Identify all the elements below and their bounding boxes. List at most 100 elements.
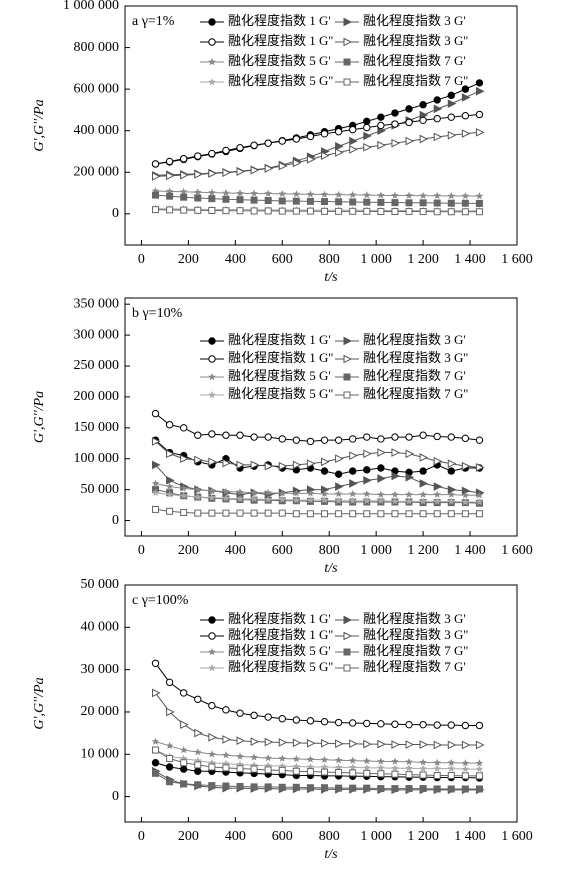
data-point: [179, 746, 188, 754]
panel: 0 10 000 20 000 30 000 40 000 50 000 0 200 400 60…: [32, 577, 533, 862]
data-point: [278, 783, 286, 791]
series-line: [155, 508, 480, 515]
data-point: [461, 93, 471, 102]
data-point: [405, 449, 415, 459]
data-point: [165, 490, 174, 498]
x-tick-label: 1 400: [454, 252, 486, 267]
data-point: [349, 136, 358, 146]
data-point: [264, 495, 272, 503]
data-point: [292, 716, 301, 724]
data-point: [447, 764, 456, 772]
data-point: [208, 758, 216, 766]
data-point: [165, 421, 174, 429]
data-point: [419, 431, 427, 439]
data-point: [166, 707, 175, 717]
x-tick-label: 1 000: [360, 252, 392, 267]
data-point: [363, 207, 371, 215]
data-point: [405, 136, 415, 146]
data-point: [222, 782, 230, 790]
data-point: [461, 772, 469, 780]
data-point: [193, 188, 202, 196]
data-point: [236, 207, 244, 215]
data-point: [475, 199, 483, 207]
data-point: [152, 688, 161, 698]
series-line: [155, 439, 480, 475]
data-point: [363, 769, 371, 777]
data-point: [475, 208, 483, 216]
data-point: [194, 455, 203, 465]
data-point: [179, 155, 188, 163]
legend-label: 融化程度指数 1 G': [228, 611, 331, 626]
data-point: [250, 765, 258, 773]
data-point: [377, 140, 386, 150]
y-tick-label: 40 000: [81, 620, 120, 635]
data-point: [377, 739, 386, 749]
data-point: [334, 489, 343, 498]
data-point: [334, 128, 343, 136]
data-point: [320, 130, 329, 138]
legend-marker: [343, 391, 351, 399]
data-point: [335, 454, 344, 464]
legend-marker: [208, 648, 216, 656]
data-point: [447, 771, 455, 779]
legend-label: 融化程度指数 7 G'': [363, 386, 468, 401]
y-tick-label: 300 000: [74, 327, 120, 342]
legend-marker: [343, 17, 353, 27]
x-tick-label: 800: [319, 543, 340, 558]
data-point: [292, 460, 302, 470]
data-point: [236, 509, 244, 517]
y-tick-label: 350 000: [74, 296, 120, 311]
data-point: [306, 738, 316, 748]
data-point: [208, 509, 216, 517]
data-point: [348, 763, 357, 771]
data-point: [194, 761, 202, 769]
data-point: [306, 717, 315, 725]
data-point: [377, 720, 385, 728]
data-point: [334, 718, 343, 727]
data-point: [321, 198, 329, 206]
data-point: [166, 206, 174, 214]
data-point: [264, 488, 272, 496]
data-point: [377, 770, 385, 778]
data-point: [391, 138, 401, 148]
data-point: [348, 467, 357, 475]
data-point: [151, 659, 160, 667]
data-point: [250, 207, 258, 215]
x-tick-label: 200: [178, 543, 199, 558]
data-point: [306, 489, 315, 497]
data-point: [194, 170, 203, 179]
data-point: [475, 510, 483, 518]
data-point: [208, 149, 216, 158]
data-point: [447, 485, 457, 494]
data-point: [278, 738, 288, 747]
data-point: [278, 762, 287, 770]
x-tick-label: 200: [178, 829, 199, 844]
data-point: [433, 758, 441, 766]
data-point: [250, 509, 258, 517]
data-point: [391, 199, 399, 207]
data-point: [363, 433, 371, 441]
data-point: [292, 135, 301, 143]
y-tick-label: 250 000: [74, 358, 120, 373]
data-point: [264, 509, 272, 517]
data-point: [362, 191, 371, 199]
data-point: [419, 771, 427, 779]
data-point: [475, 79, 484, 87]
data-point: [306, 190, 315, 198]
data-point: [166, 755, 174, 763]
data-point: [292, 207, 300, 215]
legend-marker: [343, 615, 353, 625]
data-point: [334, 756, 343, 764]
data-point: [391, 740, 401, 749]
data-point: [461, 112, 470, 120]
x-tick-label: 1 600: [501, 252, 533, 267]
data-point: [208, 733, 217, 742]
plot-frame: [124, 5, 518, 246]
y-tick-label: 200 000: [74, 164, 120, 179]
data-point: [363, 466, 371, 474]
data-point: [208, 207, 216, 215]
data-point: [278, 489, 287, 497]
data-point: [405, 740, 415, 749]
data-point: [405, 191, 413, 199]
data-point: [151, 759, 160, 767]
